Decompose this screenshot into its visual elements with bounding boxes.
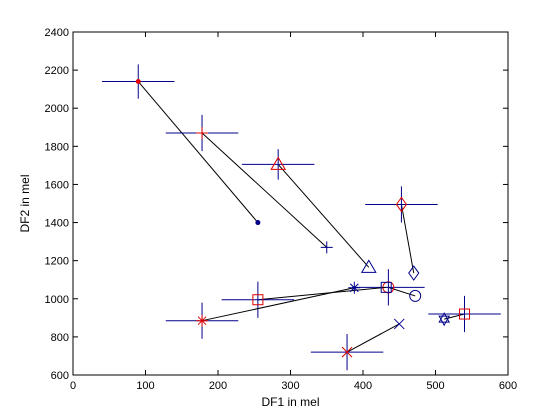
start-point-dot-marker	[135, 79, 141, 85]
end-point-circle-marker	[409, 289, 422, 302]
y-tick-label: 800	[51, 332, 69, 344]
x-marker-shape	[393, 318, 405, 330]
triangle-marker-shape	[360, 259, 377, 273]
vector-4	[365, 186, 438, 281]
end-point-diamond-marker	[408, 265, 420, 281]
y-tick-label: 1000	[45, 294, 69, 306]
start-point-square-marker	[252, 294, 264, 306]
diamond-marker-shape	[408, 265, 420, 281]
circle-marker-shape	[409, 289, 422, 302]
vector-line	[400, 204, 415, 274]
y-tick-label: 2200	[45, 65, 69, 77]
vector-line	[388, 286, 416, 297]
vector-8	[310, 318, 405, 371]
square-marker-shape	[380, 281, 392, 293]
vector-5	[352, 269, 425, 306]
y-tick-label: 600	[51, 370, 69, 382]
end-point-hexagram-marker	[438, 312, 451, 327]
y-axis-label: DF2 in mel	[18, 174, 32, 232]
start-point-star-marker	[196, 314, 209, 327]
vector-line	[277, 164, 370, 268]
dot-marker-shape	[255, 220, 261, 226]
plus-marker-shape	[196, 126, 209, 139]
start-point-square-marker	[459, 308, 470, 320]
x-tick-label: 600	[499, 380, 517, 392]
vector-6	[221, 281, 392, 318]
hexagram-marker-shape	[438, 312, 451, 327]
plus-marker-shape	[320, 241, 333, 254]
y-tick-label: 1800	[45, 141, 69, 153]
x-tick-label: 100	[136, 380, 154, 392]
end-point-plus-marker	[320, 241, 333, 254]
end-point-dot-marker	[255, 220, 261, 226]
y-tick-label: 2400	[45, 27, 69, 39]
vector-7	[165, 281, 361, 339]
x-tick-label: 500	[426, 380, 444, 392]
dot-marker-shape	[135, 79, 141, 85]
y-tick-label: 2000	[45, 103, 69, 115]
vector-line	[201, 132, 328, 248]
x-tick-label: 400	[354, 380, 372, 392]
end-point-triangle-marker	[360, 259, 377, 273]
start-point-x-marker	[341, 346, 353, 358]
x-tick-label: 300	[281, 380, 299, 392]
start-point-triangle-marker	[270, 156, 287, 170]
vector-line	[346, 323, 400, 353]
y-tick-label: 1400	[45, 218, 69, 230]
x-tick-label: 200	[209, 380, 227, 392]
diamond-marker-shape	[395, 196, 408, 213]
vector-line	[257, 286, 387, 301]
x-marker-shape	[341, 346, 353, 358]
vector-line	[137, 81, 259, 223]
square-marker-shape	[459, 308, 470, 320]
vector-line	[201, 287, 355, 322]
star-marker-shape	[196, 314, 209, 327]
start-point-diamond-marker	[395, 196, 408, 213]
y-tick-label: 1600	[45, 179, 69, 191]
x-axis-label: DF1 in mel	[261, 395, 319, 409]
triangle-marker-shape	[270, 156, 287, 170]
square-marker-shape	[252, 294, 264, 306]
marks-layer	[102, 64, 501, 371]
end-point-star-marker	[348, 281, 361, 294]
x-tick-label: 0	[70, 380, 76, 392]
end-point-square-marker	[380, 281, 392, 293]
vector-3	[241, 149, 377, 273]
star-marker-shape	[348, 281, 361, 294]
vector-1	[102, 64, 261, 226]
axes-layer: 0 100 200 300 400 500 600 600 800 1000 1200 1400 160…	[45, 27, 518, 392]
start-point-plus-marker	[196, 126, 209, 139]
vector-2	[165, 114, 333, 254]
y-tick-label: 1200	[45, 256, 69, 268]
end-point-x-marker	[393, 318, 405, 330]
vector-9	[428, 295, 501, 333]
